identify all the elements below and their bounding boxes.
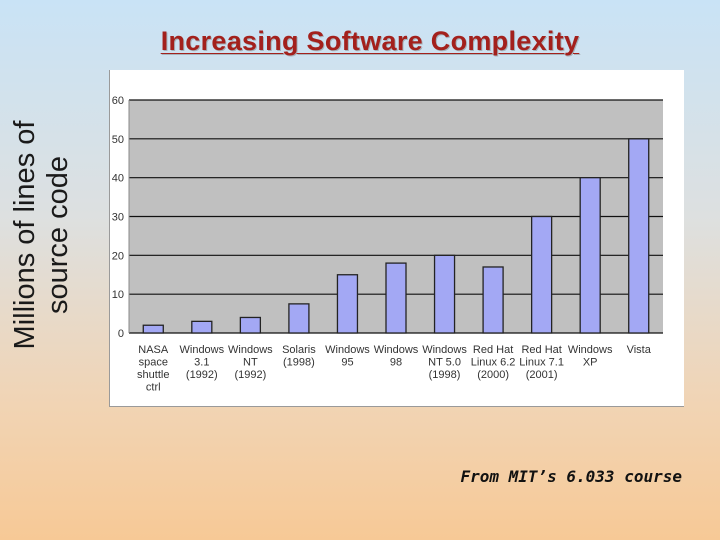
x-tick-label: Red Hat bbox=[473, 344, 513, 356]
x-tick-label: Windows bbox=[568, 344, 613, 356]
source-note: From MIT’s 6.033 course bbox=[460, 467, 682, 486]
x-tick-label: XP bbox=[583, 357, 598, 369]
x-tick-label: (2001) bbox=[526, 369, 558, 381]
y-tick-label: 40 bbox=[112, 173, 124, 185]
bar bbox=[288, 303, 310, 334]
bar bbox=[239, 316, 262, 334]
y-tick-label: 0 bbox=[118, 328, 124, 340]
bar bbox=[336, 274, 359, 334]
x-tick-label: Vista bbox=[627, 344, 652, 356]
bar bbox=[385, 262, 407, 334]
x-tick-label: 98 bbox=[390, 357, 402, 369]
bar bbox=[142, 324, 164, 334]
x-tick-label: (2000) bbox=[477, 369, 509, 381]
y-tick-label: 50 bbox=[112, 134, 124, 146]
y-tick-label: 30 bbox=[112, 212, 124, 224]
slide-title: Increasing Software Complexity bbox=[160, 26, 580, 56]
x-tick-label: NT bbox=[243, 357, 258, 369]
x-tick-label: Windows bbox=[325, 344, 370, 356]
x-tick-label: (1998) bbox=[283, 357, 315, 369]
bar bbox=[628, 138, 650, 334]
x-tick-label: Windows bbox=[422, 344, 467, 356]
x-tick-label: NT 5.0 bbox=[428, 357, 461, 369]
x-tick-label: Solaris bbox=[282, 344, 316, 356]
x-tick-label: 95 bbox=[341, 357, 353, 369]
x-tick-label: ctrl bbox=[146, 382, 161, 394]
x-tick-label: 3.1 bbox=[194, 357, 209, 369]
x-tick-label: Windows bbox=[228, 344, 273, 356]
bar bbox=[191, 320, 213, 334]
chart-panel: 0 10 20 30 40 50 60 NASA space shuttle ctrl Windows… bbox=[109, 70, 684, 407]
x-tick-label: (1998) bbox=[429, 369, 461, 381]
bar bbox=[433, 254, 456, 334]
y-tick-label: 20 bbox=[112, 250, 124, 262]
x-tick-label: Red Hat bbox=[521, 344, 561, 356]
y-tick-label: 60 bbox=[112, 95, 124, 107]
bar bbox=[530, 215, 553, 334]
y-axis-title: Millions of lines of source code bbox=[9, 120, 74, 350]
x-tick-label: Linux 7.1 bbox=[519, 357, 564, 369]
x-tick-label: space bbox=[139, 357, 168, 369]
x-tick-label: Windows bbox=[180, 344, 225, 356]
x-tick-label: NASA bbox=[138, 344, 169, 356]
x-tick-label: (1992) bbox=[186, 369, 218, 381]
bar bbox=[482, 266, 504, 334]
bar bbox=[579, 177, 601, 334]
y-tick-label: 10 bbox=[112, 289, 124, 301]
x-tick-label: Windows bbox=[374, 344, 419, 356]
x-tick-label: shuttle bbox=[137, 369, 169, 381]
x-tick-label: (1992) bbox=[234, 369, 266, 381]
x-tick-label: Linux 6.2 bbox=[471, 357, 516, 369]
